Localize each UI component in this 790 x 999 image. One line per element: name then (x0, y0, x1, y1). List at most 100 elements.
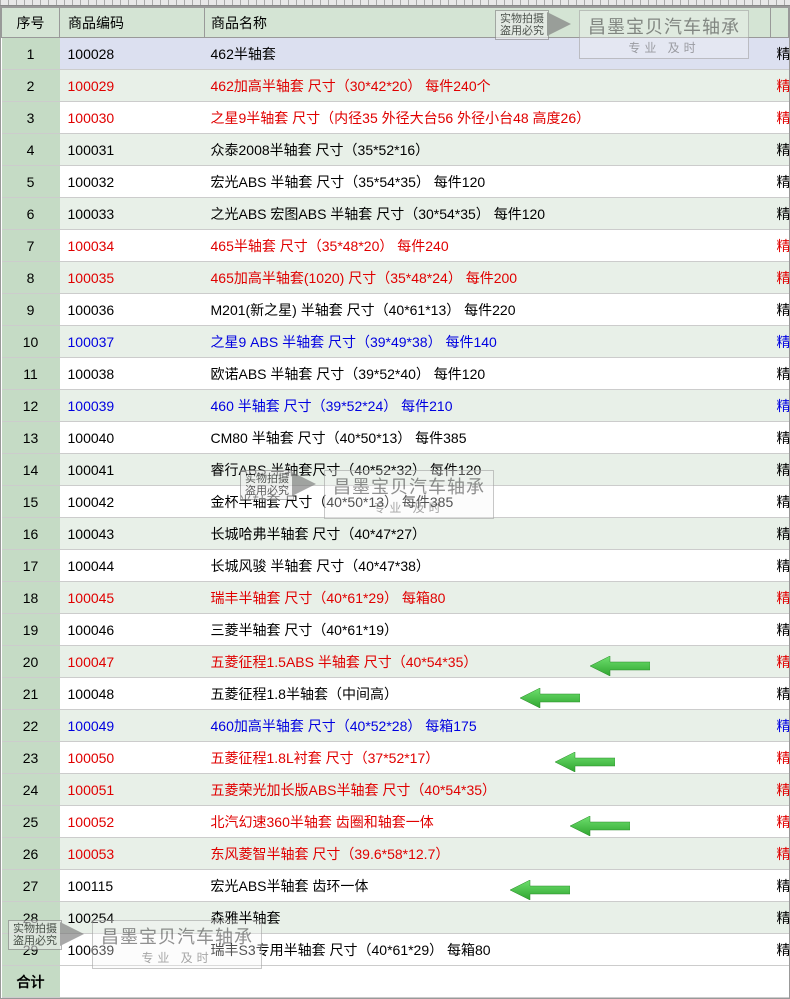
cell-name: 462半轴套 (205, 38, 771, 70)
table-row[interactable]: 8100035465加高半轴套(1020) 尺寸（35*48*24） 每件200… (2, 262, 789, 294)
cell-last: 精 (771, 902, 789, 934)
header-code[interactable]: 商品编码 (60, 8, 205, 38)
cell-last: 精 (771, 326, 789, 358)
table-row[interactable]: 7100034465半轴套 尺寸（35*48*20） 每件240精 (2, 230, 789, 262)
cell-code: 100050 (60, 742, 205, 774)
cell-name: 五菱征程1.8L衬套 尺寸（37*52*17） (205, 742, 771, 774)
cell-seq: 16 (2, 518, 60, 550)
table-row[interactable]: 12100039460 半轴套 尺寸（39*52*24） 每件210精 (2, 390, 789, 422)
cell-seq: 4 (2, 134, 60, 166)
header-last[interactable] (771, 8, 789, 38)
product-table-container: 序号 商品编码 商品名称 1100028462半轴套精2100029462加高半… (0, 6, 790, 999)
table-row[interactable]: 11100038欧诺ABS 半轴套 尺寸（39*52*40） 每件120精 (2, 358, 789, 390)
cell-seq: 1 (2, 38, 60, 70)
table-row[interactable]: 17100044长城风骏 半轴套 尺寸（40*47*38）精 (2, 550, 789, 582)
cell-last: 精 (771, 582, 789, 614)
table-row[interactable]: 15100042金杯半轴套 尺寸（40*50*13） 每件385精 (2, 486, 789, 518)
summary-name (205, 966, 771, 998)
cell-name: 金杯半轴套 尺寸（40*50*13） 每件385 (205, 486, 771, 518)
cell-seq: 2 (2, 70, 60, 102)
cell-seq: 26 (2, 838, 60, 870)
cell-code: 100044 (60, 550, 205, 582)
cell-seq: 25 (2, 806, 60, 838)
cell-last: 精 (771, 486, 789, 518)
table-row[interactable]: 10100037之星9 ABS 半轴套 尺寸（39*49*38） 每件140精 (2, 326, 789, 358)
cell-code: 100035 (60, 262, 205, 294)
header-name[interactable]: 商品名称 (205, 8, 771, 38)
cell-code: 100029 (60, 70, 205, 102)
table-row[interactable]: 4100031众泰2008半轴套 尺寸（35*52*16）精 (2, 134, 789, 166)
table-row[interactable]: 22100049460加高半轴套 尺寸（40*52*28） 每箱175精 (2, 710, 789, 742)
cell-name: 三菱半轴套 尺寸（40*61*19） (205, 614, 771, 646)
table-row[interactable]: 3100030之星9半轴套 尺寸（内径35 外径大台56 外径小台48 高度26… (2, 102, 789, 134)
cell-code: 100115 (60, 870, 205, 902)
cell-seq: 27 (2, 870, 60, 902)
table-row[interactable]: 21100048五菱征程1.8半轴套（中间高）精 (2, 678, 789, 710)
cell-code: 100039 (60, 390, 205, 422)
cell-seq: 21 (2, 678, 60, 710)
table-row[interactable]: 19100046三菱半轴套 尺寸（40*61*19）精 (2, 614, 789, 646)
cell-seq: 23 (2, 742, 60, 774)
table-body: 1100028462半轴套精2100029462加高半轴套 尺寸（30*42*2… (2, 38, 789, 998)
cell-name: 之光ABS 宏图ABS 半轴套 尺寸（30*54*35） 每件120 (205, 198, 771, 230)
cell-last: 精 (771, 262, 789, 294)
summary-code (60, 966, 205, 998)
cell-code: 100048 (60, 678, 205, 710)
table-row[interactable]: 24100051五菱荣光加长版ABS半轴套 尺寸（40*54*35）精 (2, 774, 789, 806)
header-seq[interactable]: 序号 (2, 8, 60, 38)
cell-code: 100037 (60, 326, 205, 358)
cell-seq: 29 (2, 934, 60, 966)
cell-seq: 9 (2, 294, 60, 326)
cell-seq: 3 (2, 102, 60, 134)
cell-code: 100052 (60, 806, 205, 838)
table-row[interactable]: 29100639瑞丰S3专用半轴套 尺寸（40*61*29） 每箱80精 (2, 934, 789, 966)
table-row[interactable]: 2100029462加高半轴套 尺寸（30*42*20） 每件240个精 (2, 70, 789, 102)
cell-last: 精 (771, 102, 789, 134)
cell-code: 100042 (60, 486, 205, 518)
table-row[interactable]: 20100047五菱征程1.5ABS 半轴套 尺寸（40*54*35）精 (2, 646, 789, 678)
table-row[interactable]: 14100041睿行ABS 半轴套尺寸（40*52*32） 每件120精 (2, 454, 789, 486)
cell-code: 100639 (60, 934, 205, 966)
cell-code: 100051 (60, 774, 205, 806)
table-row[interactable]: 26100053东风菱智半轴套 尺寸（39.6*58*12.7）精 (2, 838, 789, 870)
cell-last: 精 (771, 774, 789, 806)
cell-code: 100028 (60, 38, 205, 70)
cell-code: 100040 (60, 422, 205, 454)
cell-last: 精 (771, 134, 789, 166)
cell-name: M201(新之星) 半轴套 尺寸（40*61*13） 每件220 (205, 294, 771, 326)
table-row[interactable]: 13100040CM80 半轴套 尺寸（40*50*13） 每件385精 (2, 422, 789, 454)
cell-seq: 8 (2, 262, 60, 294)
cell-code: 100049 (60, 710, 205, 742)
cell-name: 宏光ABS半轴套 齿环一体 (205, 870, 771, 902)
cell-name: 众泰2008半轴套 尺寸（35*52*16） (205, 134, 771, 166)
cell-seq: 18 (2, 582, 60, 614)
summary-label: 合计 (2, 966, 60, 998)
table-row[interactable]: 1100028462半轴套精 (2, 38, 789, 70)
cell-name: 之星9 ABS 半轴套 尺寸（39*49*38） 每件140 (205, 326, 771, 358)
cell-seq: 11 (2, 358, 60, 390)
cell-name: 瑞丰S3专用半轴套 尺寸（40*61*29） 每箱80 (205, 934, 771, 966)
cell-code: 100046 (60, 614, 205, 646)
cell-name: 森雅半轴套 (205, 902, 771, 934)
cell-code: 100034 (60, 230, 205, 262)
cell-last: 精 (771, 422, 789, 454)
summary-row: 合计 (2, 966, 789, 998)
cell-seq: 12 (2, 390, 60, 422)
cell-last: 精 (771, 870, 789, 902)
cell-last: 精 (771, 518, 789, 550)
cell-seq: 10 (2, 326, 60, 358)
table-row[interactable]: 9100036M201(新之星) 半轴套 尺寸（40*61*13） 每件220精 (2, 294, 789, 326)
cell-seq: 22 (2, 710, 60, 742)
table-row[interactable]: 28100254森雅半轴套精 (2, 902, 789, 934)
table-row[interactable]: 16100043长城哈弗半轴套 尺寸（40*47*27）精 (2, 518, 789, 550)
table-row[interactable]: 23100050五菱征程1.8L衬套 尺寸（37*52*17）精 (2, 742, 789, 774)
table-row[interactable]: 25100052北汽幻速360半轴套 齿圈和轴套一体精 (2, 806, 789, 838)
table-row[interactable]: 5100032宏光ABS 半轴套 尺寸（35*54*35） 每件120精 (2, 166, 789, 198)
cell-last: 精 (771, 710, 789, 742)
table-row[interactable]: 18100045瑞丰半轴套 尺寸（40*61*29） 每箱80精 (2, 582, 789, 614)
cell-last: 精 (771, 934, 789, 966)
table-row[interactable]: 6100033之光ABS 宏图ABS 半轴套 尺寸（30*54*35） 每件12… (2, 198, 789, 230)
cell-code: 100031 (60, 134, 205, 166)
table-row[interactable]: 27100115宏光ABS半轴套 齿环一体精 (2, 870, 789, 902)
cell-name: 睿行ABS 半轴套尺寸（40*52*32） 每件120 (205, 454, 771, 486)
